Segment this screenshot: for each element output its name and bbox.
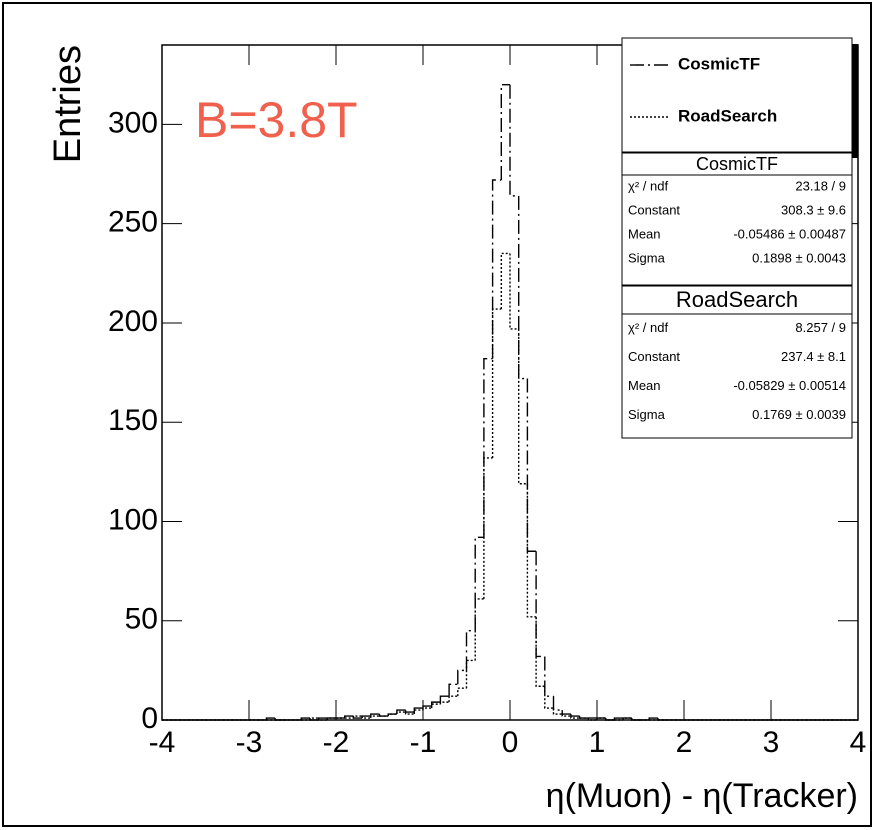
- stats-key: Mean: [628, 226, 661, 241]
- stats-value: 8.257 / 9: [795, 320, 846, 335]
- histogram-bin: [439, 695, 450, 703]
- y-tick-label: 150: [108, 404, 158, 437]
- histogram-bin: [561, 714, 571, 717]
- histogram-bin: [457, 687, 467, 697]
- histogram-bin: [404, 712, 415, 715]
- stats-key: Sigma: [628, 407, 666, 422]
- histogram-bin: [326, 717, 336, 720]
- stats-box: [621, 285, 853, 439]
- stats-title: CosmicTF: [696, 154, 778, 174]
- histogram-bin: [587, 718, 597, 721]
- histogram-bin: [439, 701, 450, 705]
- histogram-bin: [526, 378, 537, 552]
- histogram-bin: [544, 656, 554, 697]
- histogram-bin: [509, 84, 519, 197]
- stats-key: χ² / ndf: [628, 320, 668, 335]
- legend: [621, 37, 853, 153]
- stats-key: Constant: [628, 202, 680, 217]
- stats-key: Mean: [628, 378, 661, 393]
- stats-value: -0.05829 ± 0.00514: [733, 378, 846, 393]
- stats-key: Sigma: [628, 250, 666, 265]
- histogram-bin: [535, 616, 545, 687]
- y-tick-label: 100: [108, 503, 158, 536]
- x-tick-label: -3: [236, 726, 263, 759]
- histogram-bin: [474, 598, 484, 661]
- histogram-bin: [605, 718, 615, 721]
- histogram-bin: [448, 683, 458, 697]
- x-tick-label: 0: [502, 726, 519, 759]
- histogram-bin: [361, 716, 371, 719]
- histogram-bin: [500, 84, 510, 180]
- stats-title: RoadSearch: [676, 287, 798, 312]
- stats-value: 308.3 ± 9.6: [781, 202, 846, 217]
- stats-key: χ² / ndf: [628, 178, 668, 193]
- histogram-bin: [526, 483, 537, 618]
- histogram-bin: [413, 707, 423, 713]
- stats-value: 0.1898 ± 0.0043: [752, 250, 846, 265]
- x-tick-label: -2: [323, 726, 350, 759]
- y-axis-label: Entries: [47, 45, 89, 163]
- histogram-bin: [570, 716, 580, 719]
- histogram-bin: [552, 708, 563, 715]
- histogram-bin: [544, 686, 554, 709]
- histogram-bin: [352, 715, 363, 719]
- legend-label: RoadSearch: [678, 106, 777, 125]
- y-tick-label: 250: [108, 206, 158, 239]
- histogram-bin: [413, 709, 423, 715]
- histogram-bin: [509, 253, 519, 330]
- histogram-bin: [465, 659, 476, 689]
- histogram-bin: [535, 551, 545, 658]
- histogram-bin: [370, 715, 380, 719]
- stats-value: 0.1769 ± 0.0039: [752, 407, 846, 422]
- y-tick-label: 0: [141, 702, 158, 735]
- x-axis-label: η(Muon) - η(Tracker): [546, 777, 858, 815]
- histogram-bin: [518, 328, 528, 485]
- histogram-bin: [491, 179, 502, 359]
- legend-label: CosmicTF: [678, 54, 760, 73]
- histogram-bin: [631, 718, 641, 721]
- histogram-bin: [518, 195, 528, 380]
- histogram-bin: [596, 717, 606, 720]
- histogram-bin: [317, 718, 328, 721]
- y-tick-label: 50: [125, 603, 158, 636]
- histogram-bin: [309, 717, 319, 720]
- histogram-bin: [491, 308, 502, 458]
- histogram-bin: [500, 252, 510, 310]
- histogram-bin: [396, 711, 406, 715]
- stats-value: 237.4 ± 8.1: [781, 349, 846, 364]
- stats-key: Constant: [628, 349, 680, 364]
- histogram-bin: [570, 714, 580, 717]
- x-tick-label: 1: [589, 726, 606, 759]
- x-tick-label: 4: [850, 726, 867, 759]
- histogram-bin: [448, 695, 458, 703]
- y-tick-label: 200: [108, 305, 158, 338]
- histogram-bin: [622, 717, 632, 720]
- histogram-bin: [431, 703, 441, 709]
- stats-value: 23.18 / 9: [795, 178, 846, 193]
- x-tick-label: 2: [676, 726, 693, 759]
- x-tick-label: -4: [149, 726, 176, 759]
- series: [162, 252, 858, 721]
- stats-value: -0.05486 ± 0.00487: [733, 226, 846, 241]
- annotation: B=3.8T: [195, 92, 358, 148]
- histogram-bin: [561, 710, 571, 715]
- histogram-bin: [431, 701, 441, 707]
- histogram-bin: [465, 629, 476, 671]
- histogram-bin: [422, 707, 432, 711]
- y-tick-label: 300: [108, 106, 158, 139]
- histogram-bin: [483, 457, 493, 599]
- x-tick-label: -1: [410, 726, 437, 759]
- histogram-bin: [457, 669, 467, 685]
- histogram-bin: [387, 713, 397, 717]
- x-tick-label: 3: [763, 726, 780, 759]
